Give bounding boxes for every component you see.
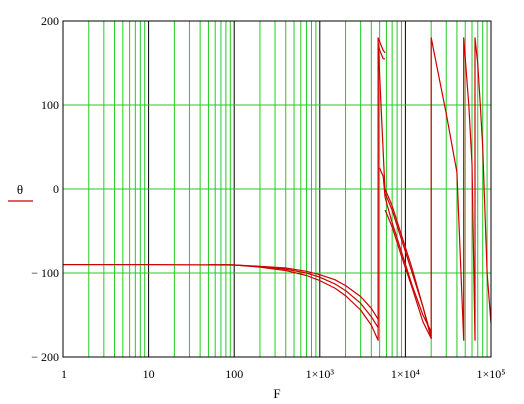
x-tick-label: 100 xyxy=(225,367,243,381)
x-axis-label: F xyxy=(273,386,280,401)
series-line-4 xyxy=(379,167,432,333)
y-tick-labels: − 200 − 100 0 100 200 xyxy=(31,14,59,364)
y-tick-label: − 200 xyxy=(31,350,59,364)
grid-lines xyxy=(62,20,492,358)
x-tick-label: 10 xyxy=(143,367,155,381)
y-tick-label: − 100 xyxy=(31,266,59,280)
x-tick-label: 1 xyxy=(61,367,67,381)
y-tick-label: 100 xyxy=(41,98,59,112)
y-tick-label: 0 xyxy=(53,182,59,196)
series-line-5 xyxy=(384,209,432,339)
x-tick-label: 1×10⁵ xyxy=(477,367,506,381)
x-tick-label: 1×10³ xyxy=(306,367,335,381)
series-line-6 xyxy=(384,188,432,337)
x-tick-label: 1×10⁴ xyxy=(391,367,420,381)
series-layer xyxy=(63,37,492,341)
y-axis-label: θ xyxy=(17,182,23,197)
x-tick-labels: 1 10 100 1×10³ 1×10⁴ 1×10⁵ xyxy=(61,367,505,381)
plot-frame xyxy=(62,20,492,358)
y-tick-label: 200 xyxy=(41,14,59,28)
